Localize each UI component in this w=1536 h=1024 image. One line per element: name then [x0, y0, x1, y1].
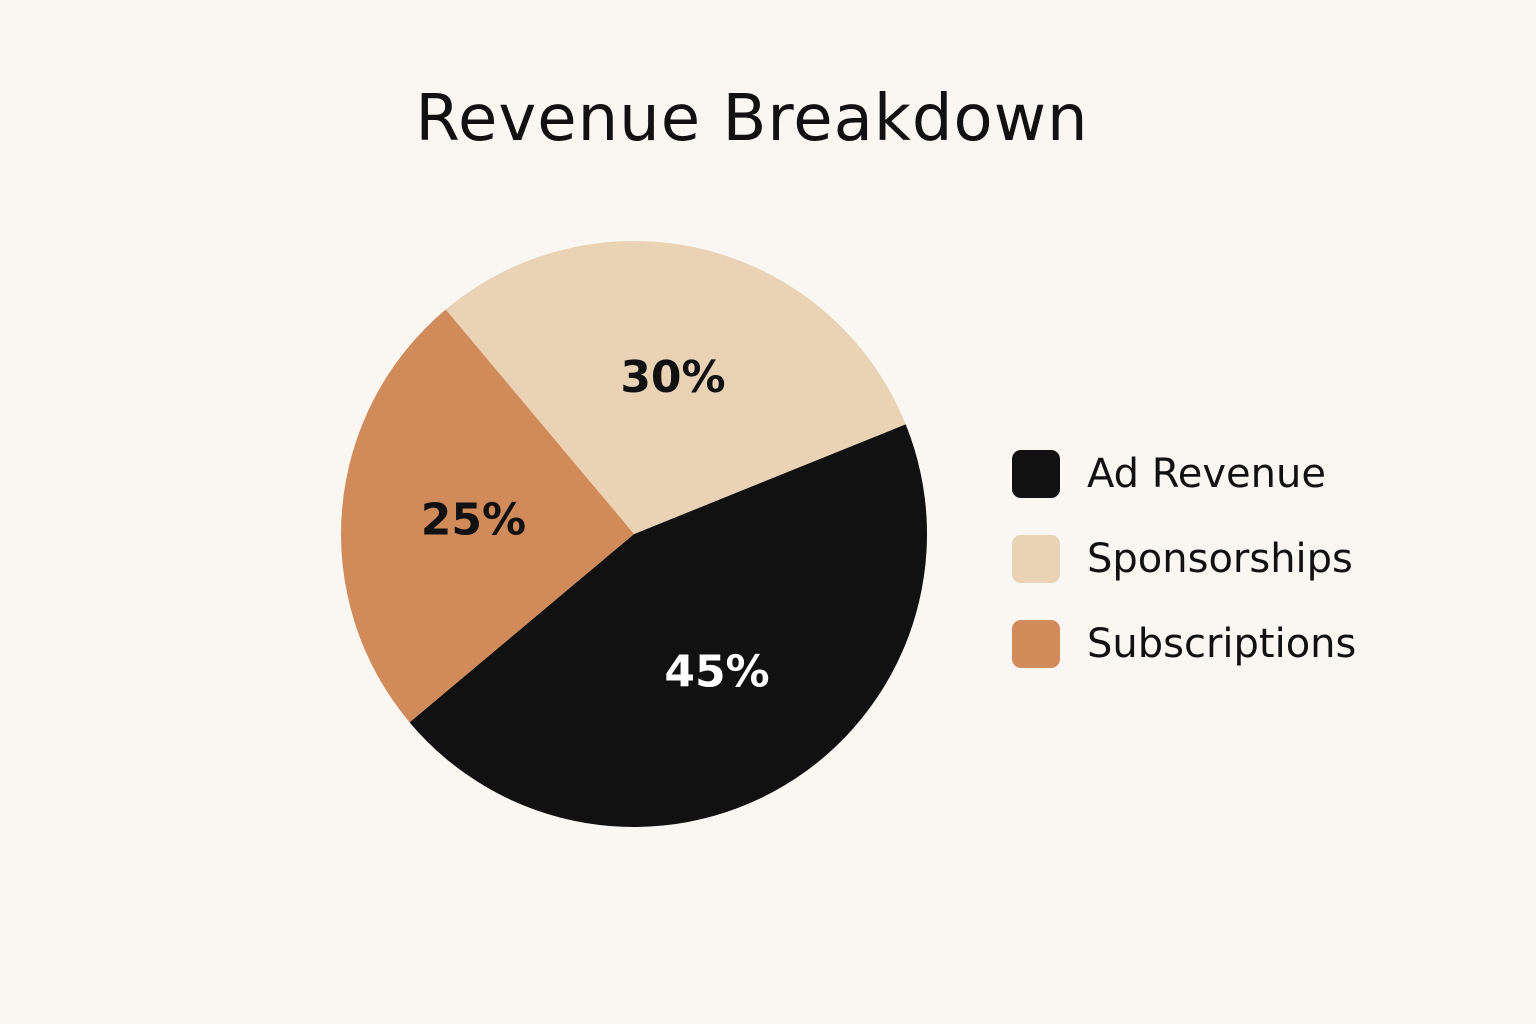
legend-label-sponsorships: Sponsorships — [1087, 536, 1353, 582]
legend-label-ad-revenue: Ad Revenue — [1087, 451, 1326, 497]
legend-swatch-subscriptions — [1012, 620, 1060, 668]
slice-label-ad-revenue: 45% — [664, 647, 769, 698]
legend-item-sponsorships: Sponsorships — [1012, 535, 1492, 583]
pie-slice-subscriptions — [340, 309, 634, 723]
legend-label-subscriptions: Subscriptions — [1087, 621, 1357, 667]
pie-slice-ad-revenue — [409, 424, 928, 827]
slice-label-subscriptions: 25% — [421, 494, 526, 545]
legend: Ad Revenue Sponsorships Subscriptions — [1012, 450, 1492, 705]
legend-swatch-ad-revenue — [1012, 450, 1060, 498]
legend-item-ad-revenue: Ad Revenue — [1012, 450, 1492, 498]
slice-label-sponsorships: 30% — [620, 352, 725, 403]
pie-slice-sponsorships — [445, 240, 906, 534]
chart-title: Revenue Breakdown — [415, 82, 1089, 156]
legend-item-subscriptions: Subscriptions — [1012, 620, 1492, 668]
legend-swatch-sponsorships — [1012, 535, 1060, 583]
